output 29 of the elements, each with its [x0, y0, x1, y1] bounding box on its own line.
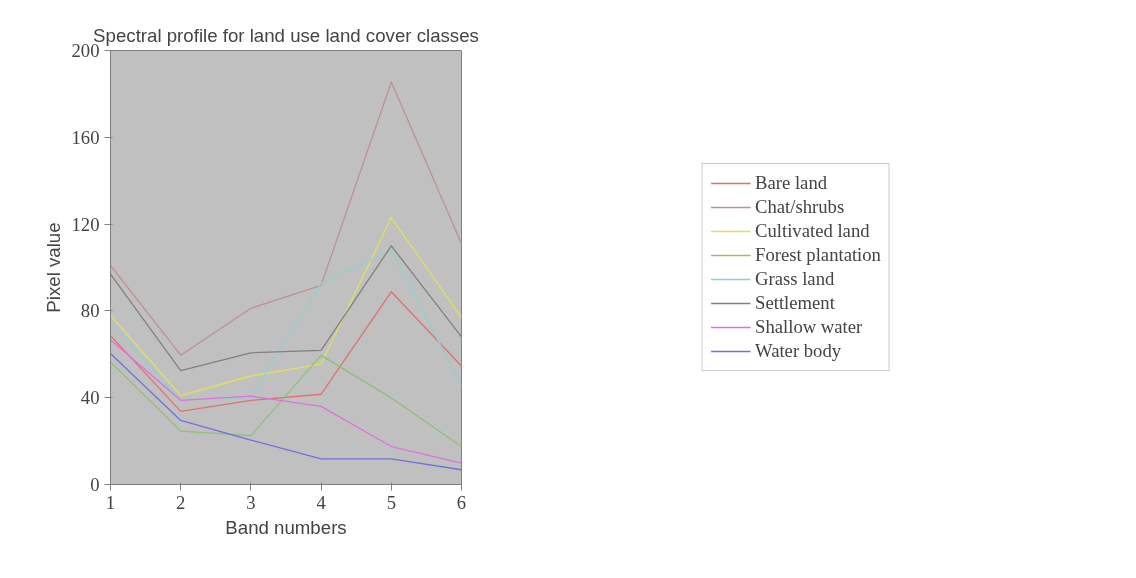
line-series: [110, 249, 462, 401]
y-tick-label: 160: [71, 126, 100, 148]
legend-label: Cultivated land: [755, 220, 870, 242]
line-series: [110, 291, 462, 413]
y-tick-label: 80: [80, 300, 100, 322]
x-tick-label: 2: [176, 491, 186, 513]
legend-label: Settlement: [755, 292, 835, 314]
legend-label: Bare land: [755, 172, 828, 194]
legend-label: Forest plantation: [755, 244, 881, 266]
line-series: [110, 339, 462, 464]
y-axis-title: Pixel value: [42, 222, 64, 313]
legend-label: Water body: [755, 340, 842, 362]
legend-label: Chat/shrubs: [755, 196, 845, 218]
x-tick-label: 3: [246, 491, 256, 513]
x-tick-label: 4: [316, 491, 327, 513]
legend-label: Grass land: [755, 268, 835, 290]
y-tick-label: 40: [80, 387, 100, 409]
y-tick-label: 120: [71, 213, 100, 235]
chart-title: Spectral profile for land use land cover classes: [93, 24, 479, 46]
line-series: [110, 216, 462, 397]
y-tick-label: 0: [90, 474, 100, 495]
x-tick-label: 1: [105, 491, 116, 513]
line-series: [110, 354, 462, 448]
line-series: [110, 81, 462, 356]
x-tick-label: 6: [456, 491, 467, 513]
line-series: [110, 352, 462, 471]
x-axis-title: Band numbers: [225, 516, 347, 538]
legend-label: Shallow water: [755, 316, 863, 338]
x-tick-label: 5: [386, 491, 396, 513]
